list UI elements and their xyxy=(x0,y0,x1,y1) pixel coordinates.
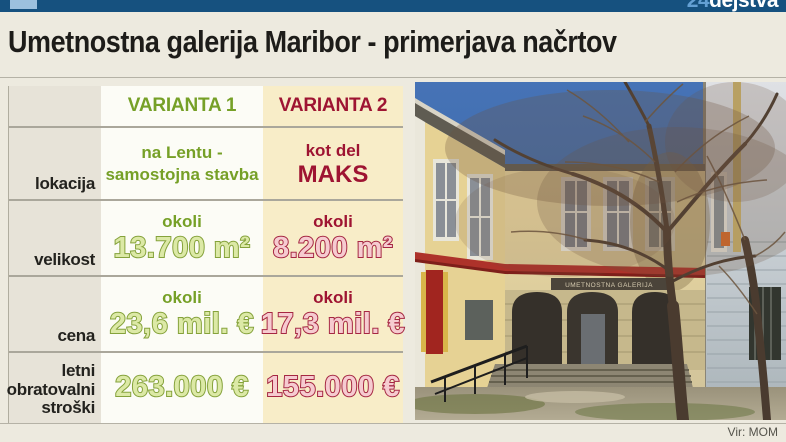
header-empty-cell xyxy=(9,86,101,126)
cell-cena-v2: okoli 17,3 mil. € xyxy=(260,275,406,351)
gallery-sign: UMETNOSTNA GALERIJA xyxy=(565,282,653,289)
cell-velikost-v2: okoli 8.200 m² xyxy=(263,199,403,275)
footer-divider xyxy=(0,423,786,424)
cell-velikost-v1: okoli 13.700 m² xyxy=(101,199,263,275)
cell-stroski-v2: 155.000 € xyxy=(263,351,403,423)
column-header-varianta-2: VARIANTA 2 xyxy=(263,86,403,126)
cell-lokacija-v1: na Lentu - samostojna stavba xyxy=(101,126,263,199)
brand-notch xyxy=(10,0,37,9)
column-header-varianta-1: VARIANTA 1 xyxy=(101,86,263,126)
row-label-velikost: velikost xyxy=(9,199,101,275)
lokacija-v2-maks: MAKS xyxy=(297,160,369,188)
brand-logo-24: 24 xyxy=(686,0,710,12)
stroski-v1-value: 263.000 € xyxy=(114,370,249,404)
velikost-v2-value: 8.200 m² xyxy=(272,231,394,265)
brand-logo: 24dejstva xyxy=(686,0,779,12)
cell-stroski-v1: 263.000 € xyxy=(101,351,263,423)
velikost-v1-value: 13.700 m² xyxy=(113,231,251,265)
cena-v2-prefix: okoli xyxy=(313,288,353,308)
cena-v2-value: 17,3 mil. € xyxy=(260,307,406,341)
row-label-stroski: letni obratovalni stroški xyxy=(7,351,101,423)
page-title: Umetnostna galerija Maribor - primerjava… xyxy=(8,24,617,59)
building-photo-illustration: UMETNOSTNA GALERIJA xyxy=(415,82,786,420)
row-label-cena: cena xyxy=(9,275,101,351)
velikost-v2-prefix: okoli xyxy=(313,212,353,232)
lokacija-v2-small: kot del xyxy=(305,141,361,161)
cell-lokacija-v2: kot del MAKS xyxy=(263,126,403,199)
velikost-v1-prefix: okoli xyxy=(162,212,202,232)
brand-bar: 24dejstva xyxy=(0,0,786,12)
source-credit: Vir: MOM xyxy=(727,425,778,439)
brand-logo-dejstva: dejstva xyxy=(709,0,778,12)
row-label-lokacija: lokacija xyxy=(9,126,101,199)
cell-cena-v1: okoli 23,6 mil. € xyxy=(101,275,263,351)
title-divider xyxy=(0,77,786,78)
cena-v1-prefix: okoli xyxy=(162,288,202,308)
comparison-table: VARIANTA 1 VARIANTA 2 lokacija na Lentu … xyxy=(7,86,406,423)
cena-v1-value: 23,6 mil. € xyxy=(109,307,255,341)
building-photo: UMETNOSTNA GALERIJA xyxy=(415,82,786,420)
stroski-v2-value: 155.000 € xyxy=(265,370,400,404)
